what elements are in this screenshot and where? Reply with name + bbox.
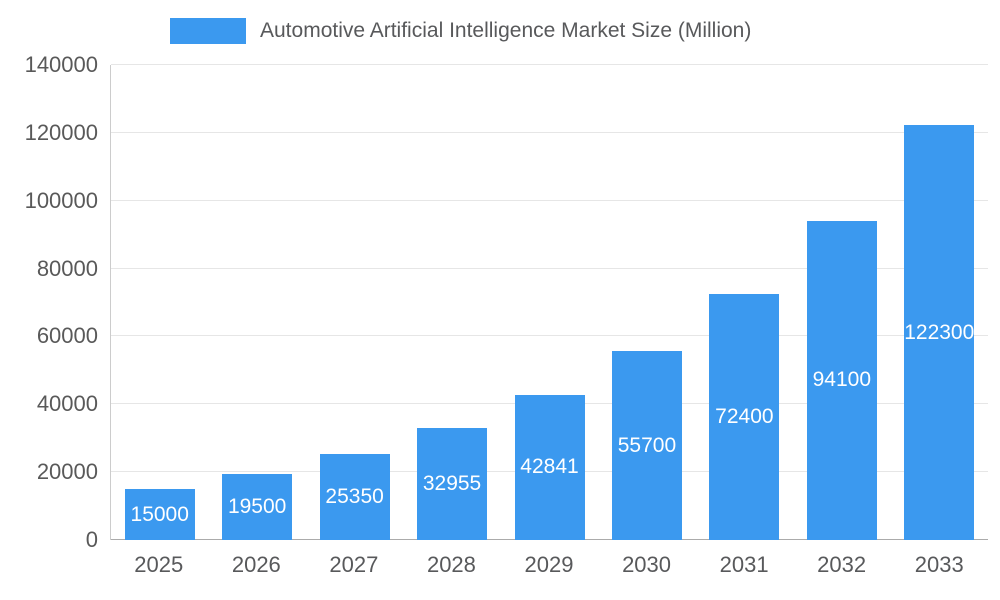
y-axis-tick-label: 40000 [36,391,98,417]
bar-2028: 32955 [417,428,488,540]
bar-value-label: 72400 [715,405,774,429]
y-axis-tick-label: 20000 [36,459,98,485]
x-axis-tick-label: 2031 [719,552,769,577]
bar-value-label: 94100 [812,368,872,392]
gridline [111,335,988,337]
bar-2029: 42841 [514,394,585,540]
y-axis-tick-label: 80000 [36,255,98,281]
gridline [111,199,988,201]
bar-value-label: 25350 [325,485,384,508]
y-axis-tick-label: 60000 [36,323,98,349]
gridline [111,267,988,269]
x-axis-tick-label: 2025 [134,552,184,577]
bar-2033: 122300 [904,125,974,540]
bar-2027: 25350 [319,454,390,540]
x-axis: 2025 2026 2027 2028 2029 2030 2031 2032 2033 [110,552,988,582]
x-axis-tick-label: 2028 [426,552,476,577]
gridline [111,64,988,65]
bar-2031: 72400 [709,294,780,540]
plot-area: 15000 19500 25350 32955 42841 55700 72400 94100… [110,64,988,540]
x-axis-tick-label: 2030 [622,552,672,577]
y-axis-tick-label: 0 [85,527,98,552]
y-axis-tick-label: 100000 [24,187,98,213]
bar-2026: 19500 [222,473,293,540]
bar-value-label: 19500 [227,494,287,518]
legend: Automotive Artificial Intelligence Marke… [170,18,751,44]
bar-2025: 15000 [124,489,195,540]
y-axis-tick-label: 120000 [24,119,98,145]
y-axis-tick-label: 140000 [24,52,98,77]
legend-swatch [170,18,246,44]
x-axis-tick-label: 2029 [524,552,574,577]
bar-value-label: 122300 [904,320,975,344]
x-axis-tick-label: 2027 [329,552,379,577]
legend-title: Automotive Artificial Intelligence Marke… [260,19,752,42]
x-axis-tick-label: 2033 [914,552,964,577]
bar-value-label: 15000 [130,502,189,526]
gridline [111,131,988,133]
bar-value-label: 32955 [422,472,482,496]
bar-value-label: 42841 [520,455,579,479]
x-axis-tick-label: 2032 [817,552,867,577]
x-axis-tick-label: 2026 [231,552,281,577]
bar-value-label: 55700 [617,433,677,457]
bar-2030: 55700 [611,351,682,540]
y-axis: 0 20000 40000 60000 80000 100000 120000 140000 [0,54,98,551]
bar-2032: 94100 [806,220,877,540]
